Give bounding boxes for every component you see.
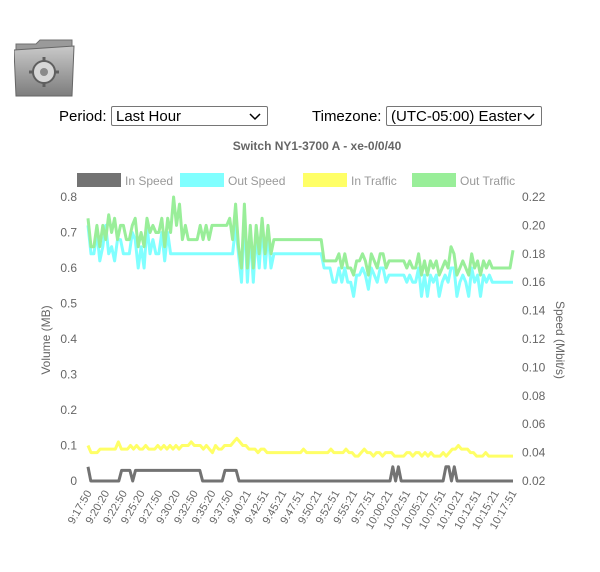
- right-axis-label: Speed (Mbit/s): [553, 301, 567, 379]
- legend-label: In Traffic: [351, 174, 397, 188]
- period-select[interactable]: Last Hour: [111, 106, 268, 126]
- right-tick-label: 0.08: [522, 389, 546, 403]
- chevron-down-icon: [523, 113, 535, 121]
- traffic-chart: Switch NY1-3700 A - xe-0/0/40 In Speed Ou…: [39, 139, 567, 532]
- left-tick-label: 0.1: [60, 439, 77, 453]
- left-tick-label: 0.6: [60, 261, 77, 275]
- legend-label: Out Traffic: [460, 174, 515, 188]
- right-tick-label: 0.10: [522, 360, 546, 374]
- right-tick-label: 0.02: [522, 474, 546, 488]
- left-tick-label: 0: [70, 474, 77, 488]
- right-tick-label: 0.04: [522, 446, 546, 460]
- legend-swatch: [77, 173, 121, 187]
- right-tick-label: 0.22: [522, 190, 546, 204]
- series-line-in-speed: [86, 465, 513, 483]
- right-tick-label: 0.18: [522, 247, 546, 261]
- left-tick-label: 0.4: [60, 332, 77, 346]
- chart-title: Switch NY1-3700 A - xe-0/0/40: [233, 139, 402, 153]
- settings-folder-icon: [14, 39, 75, 97]
- series-line-out-speed: [86, 213, 513, 298]
- chart-controls: Period: Last Hour Timezone: (UTC-05:00) …: [0, 106, 600, 130]
- left-axis-label: Volume (MB): [39, 305, 53, 374]
- timezone-select-value: (UTC-05:00) Easter: [391, 108, 522, 125]
- left-tick-label: 0.5: [60, 297, 77, 311]
- timezone-label: Timezone:: [312, 108, 382, 125]
- legend-swatch: [412, 173, 456, 187]
- legend-label: Out Speed: [228, 174, 285, 188]
- legend-swatch: [180, 173, 224, 187]
- left-tick-label: 0.7: [60, 226, 77, 240]
- series-line-in-traffic: [86, 436, 513, 458]
- period-label: Period:: [59, 108, 107, 125]
- legend-swatch: [303, 173, 347, 187]
- chart-plot-area: [86, 195, 515, 483]
- right-tick-label: 0.06: [522, 417, 546, 431]
- period-select-value: Last Hour: [116, 108, 182, 125]
- left-tick-label: 0.2: [60, 403, 77, 417]
- timezone-select[interactable]: (UTC-05:00) Easter: [386, 106, 542, 126]
- chevron-down-icon: [249, 113, 261, 121]
- series-line-out-traffic: [86, 195, 515, 277]
- right-tick-label: 0.14: [522, 304, 546, 318]
- legend-label: In Speed: [125, 174, 173, 188]
- right-tick-label: 0.16: [522, 275, 546, 289]
- chart-legend: In Speed Out Speed In Traffic Out Traffic: [77, 173, 515, 188]
- left-tick-label: 0.3: [60, 368, 77, 382]
- right-tick-label: 0.20: [522, 218, 546, 232]
- left-tick-label: 0.8: [60, 190, 77, 204]
- right-tick-label: 0.12: [522, 332, 546, 346]
